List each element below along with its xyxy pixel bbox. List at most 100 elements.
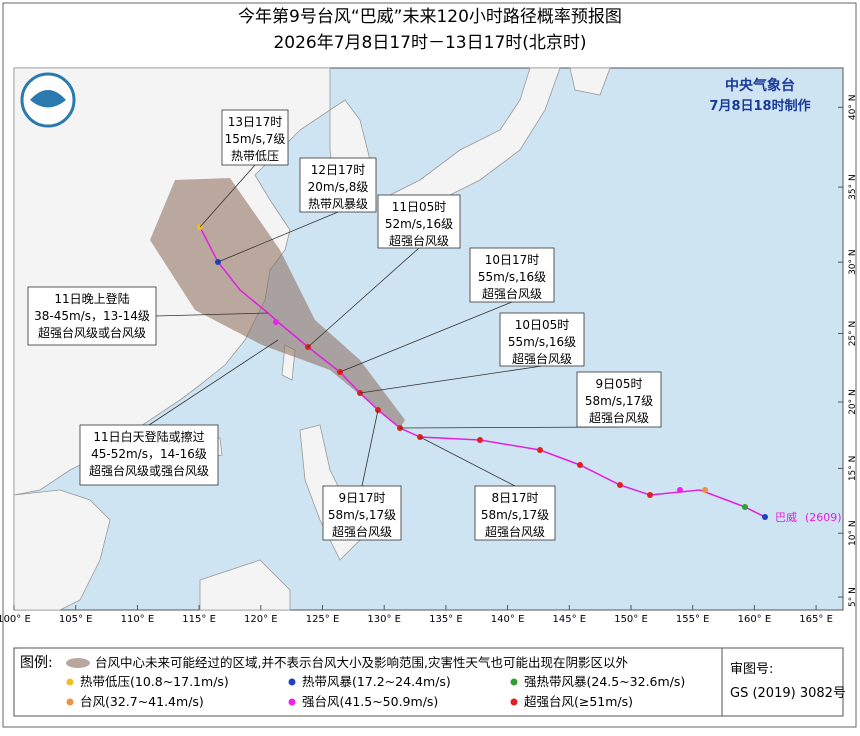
legend-swatch: [510, 678, 518, 686]
lat-tick-label: 40° N: [848, 95, 858, 121]
made-time: 7月8日18时制作: [709, 98, 810, 114]
annotation-text: 超强台风级: [482, 286, 542, 301]
leader-line: [339, 301, 513, 373]
annotation-text: 超强台风级: [485, 524, 545, 539]
ticks: 100° E 105° E 110° E 115° E 120° E 125° E 130°…: [0, 95, 858, 625]
annotation-text: 超强台风级: [589, 410, 649, 425]
lat-tick-label: 20° N: [848, 389, 858, 415]
lat-tick-label: 5° N: [848, 587, 858, 607]
lon-tick-label: 120° E: [244, 614, 278, 625]
legend-items: 热带低压(10.8~17.1m/s) 热带风暴(17.2~24.4m/s) 强热带风…: [66, 674, 685, 709]
lon-tick-label: 100° E: [0, 614, 31, 625]
legend: 图例: 台风中心未来可能经过的区域,并不表示台风大小及影响范围,灾害性天气也可能…: [13, 647, 846, 717]
annotation-text: 热带低压: [231, 149, 279, 163]
legend-cone: 台风中心未来可能经过的区域,并不表示台风大小及影响范围,灾害性天气也可能出现在阴…: [95, 655, 628, 670]
annotation-box: [474, 485, 556, 541]
lon-tick-label: 150° E: [614, 614, 648, 625]
annotation-text: 9日17时: [339, 491, 386, 505]
approval-code: GS (2019) 3082号: [730, 686, 846, 701]
annotation-text: 超强台风级或台风级: [38, 325, 146, 340]
lon-tick-label: 140° E: [491, 614, 525, 625]
lat-tick-label: 25° N: [848, 321, 858, 347]
annotation-text: 13日17时: [228, 115, 283, 129]
lon-tick-label: 135° E: [429, 614, 463, 625]
annotation-text: 38-45m/s，13-14级: [34, 309, 150, 323]
annotation-box: [79, 424, 219, 486]
legend-label: 热带风暴(17.2~24.4m/s): [302, 674, 451, 689]
subtitle: 2026年7月8日17时－13日17时(北京时): [273, 33, 586, 53]
title: 今年第9号台风“巴威”未来120小时路径概率预报图: [238, 7, 622, 27]
approval-label: 审图号:: [730, 662, 773, 677]
annotation-box: [221, 109, 289, 166]
annotation-text: 45-52m/s，14-16级: [91, 447, 207, 461]
legend-label: 强热带风暴(24.5~32.6m/s): [524, 674, 685, 689]
annotation-text: 58m/s,17级: [328, 508, 396, 522]
lon-tick-label: 125° E: [306, 614, 340, 625]
annotation-text: 11日晚上登陆: [54, 291, 129, 306]
track-points: [197, 224, 768, 520]
annotation-text: 8日17时: [492, 491, 539, 505]
annotation-text: 10日05时: [515, 318, 570, 332]
annotation-box: [322, 485, 402, 541]
lon-tick-label: 165° E: [799, 614, 833, 625]
annotation-text: 55m/s,16级: [508, 335, 576, 349]
annotation-text: 热带风暴级: [308, 197, 368, 211]
legend-swatch: [66, 678, 74, 686]
annotation-text: 58m/s,17级: [481, 508, 549, 522]
legend-swatch: [288, 678, 296, 686]
lon-tick-label: 105° E: [59, 614, 93, 625]
legend-swatch: [288, 698, 296, 706]
annotation-text: 15m/s,7级: [225, 132, 286, 146]
leader-line: [419, 436, 516, 487]
leader-line: [217, 211, 339, 263]
annotation-box: [499, 312, 585, 367]
storm-name: 巴威: [775, 511, 797, 524]
annotation-text: 超强台风级或强台风级: [89, 463, 209, 478]
annotation-box: [377, 194, 461, 249]
annotation-text: 10日17时: [485, 253, 540, 267]
annotation-box: [469, 247, 555, 303]
annotation-box: [27, 286, 157, 346]
annotation-text: 58m/s,17级: [585, 394, 653, 408]
legend-label: 热带低压(10.8~17.1m/s): [80, 674, 229, 689]
annotation-text: 超强台风级: [389, 233, 449, 248]
lon-tick-label: 115° E: [182, 614, 216, 625]
annotation-text: 超强台风级: [512, 351, 572, 366]
annotation-box: [576, 371, 662, 428]
annotation-text: 超强台风级: [332, 524, 392, 539]
probability-cone: [150, 178, 405, 428]
lon-tick-label: 160° E: [738, 614, 772, 625]
annotation-text: 52m/s,16级: [385, 217, 453, 231]
leader-line: [361, 409, 379, 487]
annotation-text: 11日05时: [392, 200, 447, 214]
legend-title: 图例:: [20, 655, 53, 671]
leader-line: [359, 365, 543, 394]
leader-line: [148, 339, 279, 426]
leader-line: [155, 312, 269, 317]
annotation-text: 20m/s,8级: [308, 180, 369, 194]
logo: [20, 72, 76, 128]
annotation-text: 9日05时: [596, 377, 643, 391]
lat-tick-label: 35° N: [848, 174, 858, 200]
agency: 中央气象台: [725, 77, 795, 94]
leader-line: [199, 164, 256, 228]
legend-swatch: [66, 698, 74, 706]
lat-tick-label: 15° N: [848, 456, 858, 482]
legend-label: 超强台风(≥51m/s): [524, 694, 633, 709]
lon-tick-label: 130° E: [367, 614, 401, 625]
lat-tick-label: 30° N: [848, 249, 858, 275]
legend-label: 台风(32.7~41.4m/s): [80, 694, 204, 709]
legend-label: 强台风(41.5~50.9m/s): [302, 694, 438, 709]
legend-swatch: [510, 698, 518, 706]
storm-number: (2609): [805, 511, 842, 524]
lon-tick-label: 145° E: [553, 614, 587, 625]
annotation-text: 12日17时: [311, 163, 366, 177]
annotation-box: [299, 157, 377, 213]
lat-tick-label: 10° N: [848, 520, 858, 546]
leader-line: [307, 247, 420, 348]
lon-tick-label: 110° E: [121, 614, 155, 625]
lon-tick-label: 155° E: [676, 614, 710, 625]
annotation-text: 55m/s,16级: [478, 270, 546, 284]
